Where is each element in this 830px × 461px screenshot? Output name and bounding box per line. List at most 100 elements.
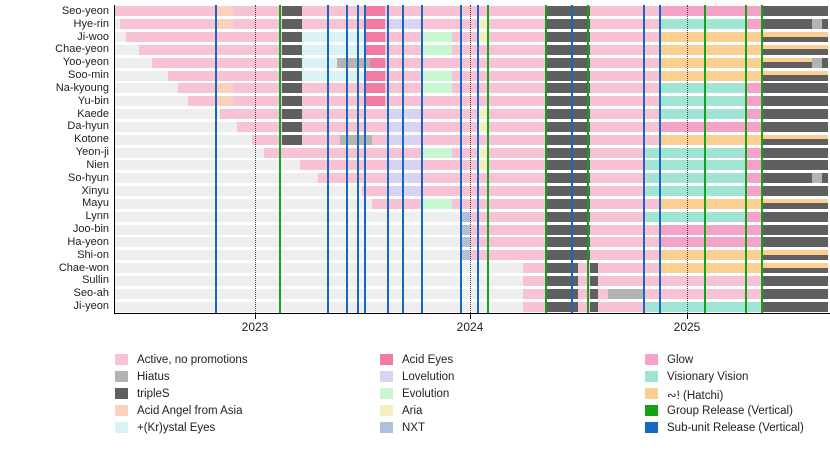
timeline-segment-evolution: [422, 198, 452, 209]
timeline-segment-lovelution: [388, 134, 420, 145]
timeline-segment-triples: [762, 275, 828, 286]
timeline-segment-glow: [746, 173, 762, 184]
legend-label: Acid Eyes: [402, 354, 454, 366]
timeline-segment-aaa: [216, 83, 233, 94]
timeline-segment-nxt: [461, 224, 470, 235]
timeline-segment-acideyes: [364, 44, 385, 55]
timeline-segment-vision: [660, 83, 746, 94]
timeline-segment-active: [420, 121, 478, 132]
legend-label: Evolution: [402, 388, 450, 400]
x-axis-tick: [470, 314, 471, 319]
timeline-segment-active: [523, 301, 546, 312]
member-label: Da-hyun: [67, 120, 109, 133]
timeline-segment-active: [590, 19, 660, 30]
timeline-segment-triples-overlap: [762, 254, 828, 261]
timeline-segment-active: [372, 134, 388, 145]
timeline-segment-active: [452, 70, 546, 81]
timeline-segment-triples: [546, 237, 590, 248]
timeline-segment-active: [452, 198, 546, 209]
timeline-segment-active: [372, 198, 422, 209]
x-axis-tick: [255, 314, 256, 319]
timeline-segment-split: [762, 44, 828, 55]
legend-label: Glow: [667, 354, 694, 366]
member-label: Lynn: [85, 210, 109, 223]
x-axis-tick-label: 2024: [456, 320, 484, 334]
timeline-segment-hiatus: [812, 173, 822, 184]
timeline-segment-split: [762, 263, 828, 274]
legend-item: Sub-unit Release (Vertical): [645, 421, 830, 435]
legend-item: Glow: [645, 353, 830, 367]
timeline-segment-split: [762, 70, 828, 81]
timeline-segment-triples: [282, 134, 302, 145]
timeline-segment-active: [590, 173, 646, 184]
timeline-segment-active: [302, 83, 364, 94]
legend-swatch-acideyes: [380, 354, 393, 365]
timeline-segment-triples: [546, 96, 590, 107]
timeline-segment-active: [126, 32, 282, 43]
timeline-segment-triples: [762, 147, 828, 158]
timeline-segment-active: [590, 134, 660, 145]
timeline-segment-triples: [590, 275, 598, 286]
group-release-line: [761, 5, 763, 313]
timeline-segment-active: [643, 288, 762, 299]
legend-label: Visionary Vision: [667, 371, 749, 383]
timeline-segment-hatchi: [660, 134, 762, 145]
timeline-row-background: [114, 263, 828, 274]
timeline-segment-active: [302, 19, 364, 30]
subunit-release-line: [327, 5, 329, 313]
timeline-segment-hiatus: [337, 57, 370, 68]
timeline-segment-aaa: [216, 19, 233, 30]
member-label: Sullin: [82, 274, 109, 287]
subunit-release-line: [346, 5, 348, 313]
timeline-segment-active: [385, 19, 388, 30]
timeline-segment-hatchi-overlap: [762, 70, 828, 76]
timeline-segment-lovelution: [388, 19, 420, 30]
member-label: Ji-woo: [77, 30, 109, 43]
timeline-segment-glow: [746, 83, 762, 94]
timeline-segment-evolution: [422, 44, 452, 55]
member-label: Xinyu: [81, 184, 109, 197]
subunit-release-line: [387, 5, 389, 313]
year-separator-line: [687, 5, 688, 313]
timeline-segment-triples: [762, 211, 828, 222]
timeline-segment-glow: [746, 211, 762, 222]
legend-item: Visionary Vision: [645, 370, 830, 384]
timeline-segment-active: [590, 237, 660, 248]
legend-label: tripleS: [137, 388, 170, 400]
timeline-segment-triples-overlap: [762, 139, 828, 145]
timeline-segment-active: [385, 57, 546, 68]
timeline-segment-active: [598, 263, 660, 274]
timeline-segment-active: [578, 263, 590, 274]
timeline-segment-triples: [546, 186, 590, 197]
timeline-segment-glow: [746, 186, 762, 197]
timeline-segment-triples: [762, 96, 828, 107]
timeline-segment-active: [420, 109, 478, 120]
subunit-release-line: [357, 5, 359, 313]
timeline-segment-active: [523, 263, 546, 274]
subunit-release-line: [215, 5, 217, 313]
timeline-segment-triples: [762, 160, 828, 171]
timeline-segment-hatchi: [660, 44, 762, 55]
timeline-segment-triples: [822, 19, 828, 30]
timeline-segment-triples-overlap: [762, 49, 828, 55]
legend-label: Group Release (Vertical): [667, 405, 793, 417]
timeline-segment-triples: [822, 57, 828, 68]
timeline-segment-active: [590, 224, 660, 235]
timeline-segment-active: [470, 211, 546, 222]
member-label: Yeon-ji: [75, 146, 109, 159]
timeline-segment-active: [598, 288, 608, 299]
timeline-segment-vision: [646, 186, 746, 197]
timeline-segment-active: [590, 198, 660, 209]
timeline-segment-triples: [546, 57, 590, 68]
subunit-release-line: [460, 5, 462, 313]
timeline-segment-active: [590, 109, 660, 120]
legend-item: ∾! (Hatchi): [645, 387, 830, 402]
timeline-segment-active: [233, 6, 282, 17]
timeline-segment-active: [590, 44, 660, 55]
member-label: Mayu: [82, 197, 109, 210]
timeline-segment-evolution: [422, 83, 452, 94]
timeline-segment-vision: [660, 19, 746, 30]
timeline-segment-triples: [282, 44, 302, 55]
timeline-segment-hatchi-overlap: [762, 250, 828, 255]
